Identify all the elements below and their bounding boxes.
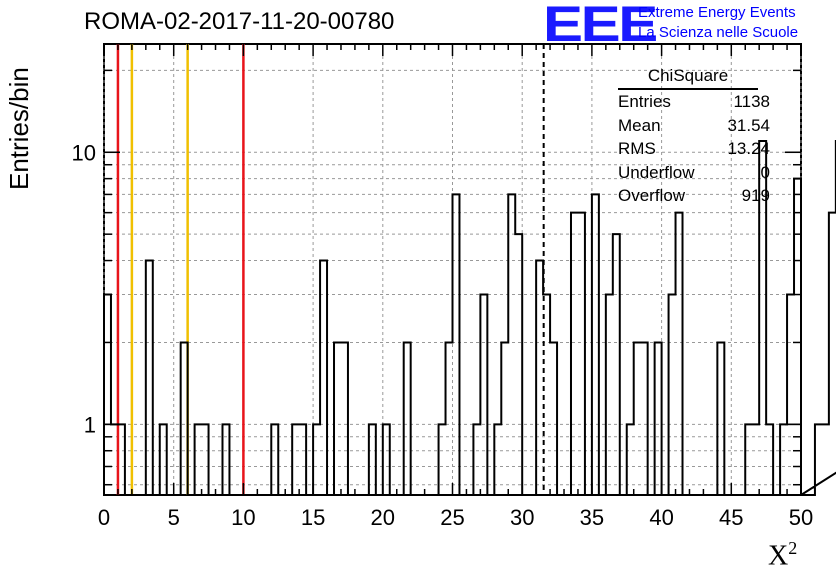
stats-title: ChiSquare [618,66,758,90]
stats-label: Underflow [618,162,695,182]
stats-row-overflow: Overflow 919 [610,184,778,208]
stats-box: ChiSquare Entries 1138 Mean 31.54 RMS 13… [610,66,778,208]
x-tick-label: 15 [301,505,325,530]
x-tick-label: 5 [168,505,180,530]
stats-label: Entries [618,92,671,111]
stats-label: RMS [618,139,656,158]
stats-value: 13.24 [727,139,770,158]
stats-label: Mean [618,115,661,135]
stats-label: Overflow [618,186,686,205]
chart-title: ROMA-02-2017-11-20-00780 [84,8,395,35]
x-tick-label: 30 [510,505,534,530]
stats-row-entries: Entries 1138 [610,90,778,114]
x-tick-label: 50 [789,505,813,530]
stats-value: 31.54 [727,115,770,135]
y-tick-label: 1 [84,412,96,437]
y-axis-label: Entries/bin [4,67,34,190]
x-tick-label: 20 [371,505,395,530]
stats-value: 919 [741,186,770,205]
logo-subtitle-1: Extreme Energy Events [638,4,796,21]
stats-row-mean: Mean 31.54 [610,114,778,138]
x-tick-label: 45 [719,505,743,530]
x-tick-label: 0 [98,505,110,530]
stats-value: 1138 [733,92,770,111]
stats-row-underflow: Underflow 0 [610,161,778,185]
x-tick-label: 40 [649,505,673,530]
logo-subtitle-2: La Scienza nelle Scuole [638,24,799,41]
y-tick-label: 10 [72,140,96,165]
stats-value: 0 [760,162,770,182]
x-tick-label: 35 [580,505,604,530]
eee-logo: EEE [543,0,658,52]
x-axis-label: X2 [768,538,798,572]
x-tick-label: 10 [231,505,255,530]
x-tick-label: 25 [440,505,464,530]
stats-row-rms: RMS 13.24 [610,137,778,161]
